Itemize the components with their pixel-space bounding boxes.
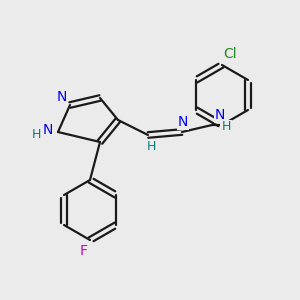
Text: N: N [178,115,188,129]
Text: F: F [80,244,88,258]
Text: H: H [31,128,41,140]
Text: Cl: Cl [223,47,237,61]
Text: N: N [57,90,67,104]
Text: H: H [146,140,156,154]
Text: N: N [43,123,53,137]
Text: H: H [221,121,231,134]
Text: N: N [215,108,225,122]
